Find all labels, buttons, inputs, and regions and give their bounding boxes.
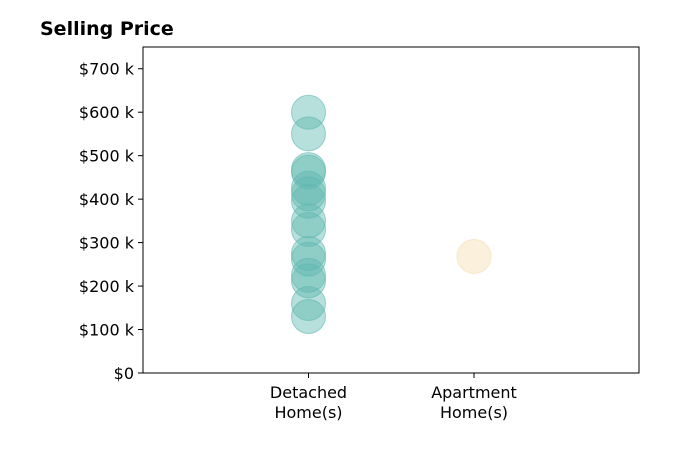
y-tick-label: $500 k [79,147,135,166]
y-tick-label: $200 k [79,277,135,296]
y-tick-label: $0 [114,364,134,383]
y-tick-label: $300 k [79,234,135,253]
data-point [291,116,326,152]
x-category-label: Apartment Home(s) [431,383,517,422]
chart-title: Selling Price [40,18,174,40]
y-tick-label: $700 k [79,60,135,79]
data-point [291,298,326,334]
data-point [291,183,326,219]
data-point [291,154,326,190]
y-axis: $0 $100 k $200 k $300 k $400 k $500 k $600 k $7… [79,60,143,383]
data-point [291,94,326,130]
data-point [291,241,326,277]
x-axis: Detached Home(s) Apartment Home(s) [270,373,517,422]
data-point [291,170,326,206]
data-point [291,176,326,212]
data-point [291,257,326,293]
data-point [291,235,326,271]
data-point [291,203,326,239]
data-points [291,94,492,334]
y-tick-label: $400 k [79,190,135,209]
data-point [291,285,326,321]
data-point [456,239,492,275]
x-category-label: Detached Home(s) [270,383,347,422]
y-tick-label: $600 k [79,103,135,122]
y-tick-label: $100 k [79,321,135,340]
data-point [291,263,326,299]
data-point [291,212,326,248]
plot-frame [142,46,640,374]
